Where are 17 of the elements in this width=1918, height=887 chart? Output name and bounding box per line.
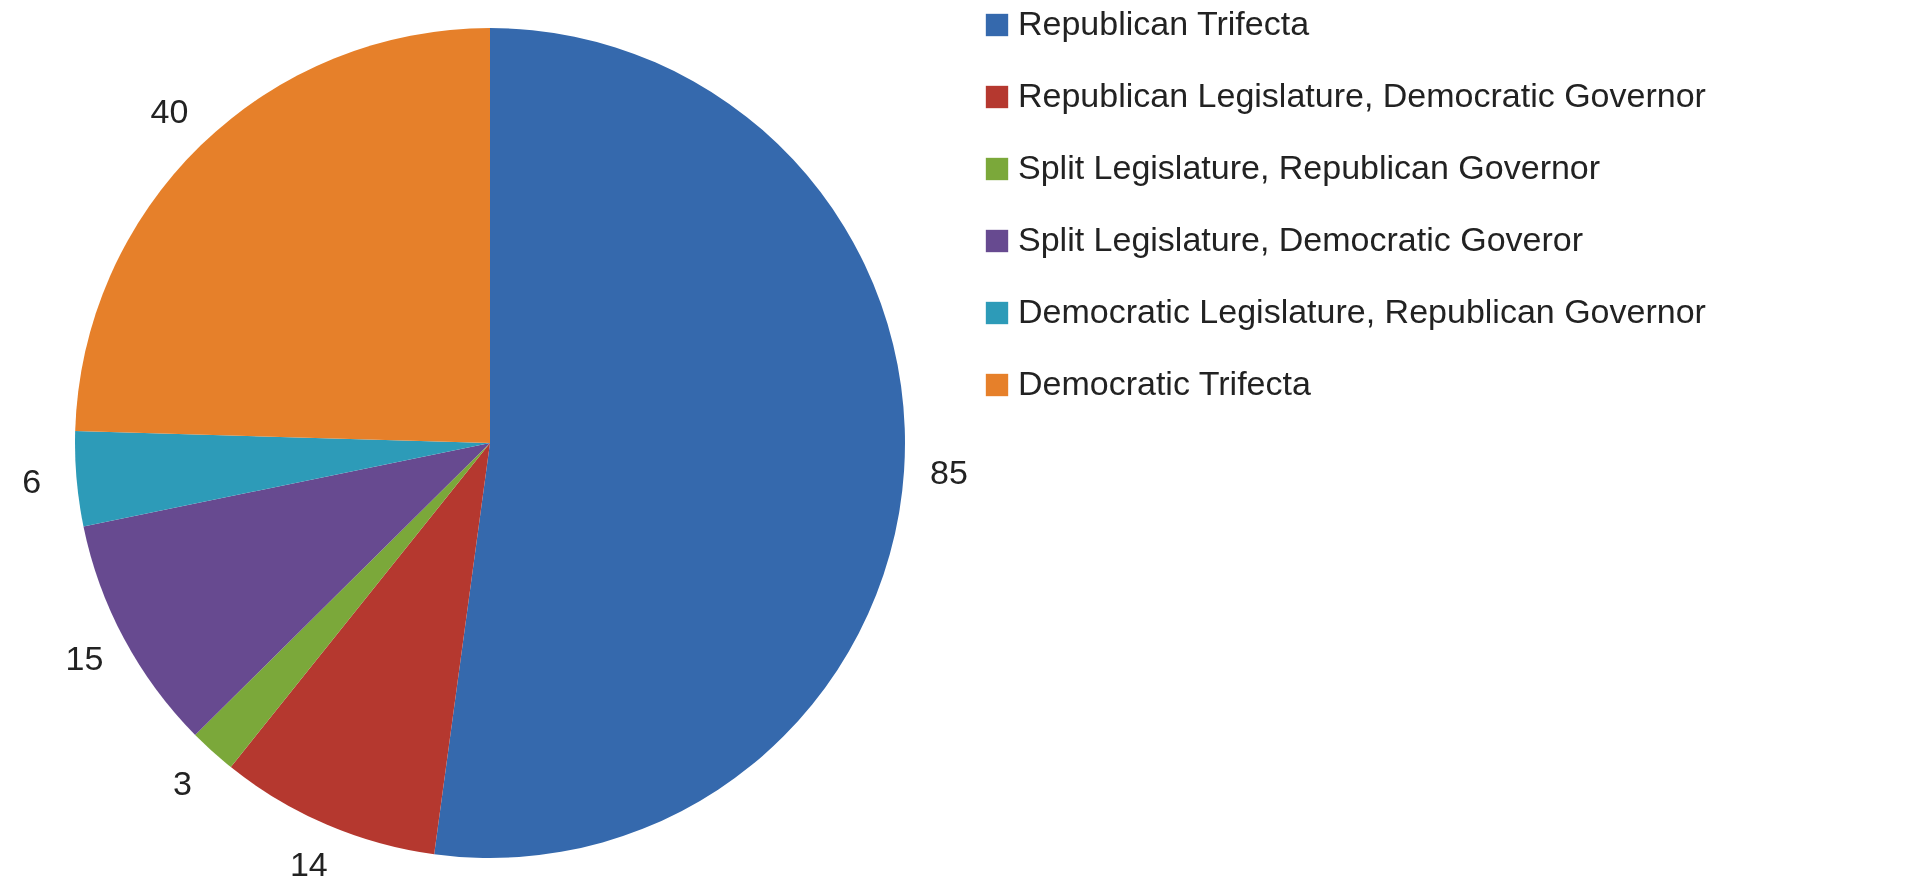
legend-label: Republican Legislature, Democratic Governor [1018, 76, 1706, 114]
legend-label: Republican Trifecta [1018, 4, 1310, 42]
pie-slice [434, 28, 905, 858]
pie-slice [75, 431, 490, 527]
legend-label: Split Legislature, Democratic Goveror [1018, 220, 1584, 258]
legend-label: Democratic Trifecta [1018, 364, 1311, 402]
data-label: 14 [289, 844, 328, 883]
data-label: 40 [150, 92, 189, 131]
data-label: 3 [172, 764, 192, 803]
legend-label: Split Legislature, Republican Governor [1018, 148, 1601, 186]
pie-slice [230, 443, 490, 855]
data-label: 85 [930, 453, 968, 492]
pie-slice [75, 28, 490, 443]
legend-label: Democratic Legislature, Republican Governor [1018, 292, 1706, 330]
pie-slice [195, 443, 490, 768]
data-label: 6 [22, 461, 42, 500]
data-label: 15 [65, 639, 104, 678]
